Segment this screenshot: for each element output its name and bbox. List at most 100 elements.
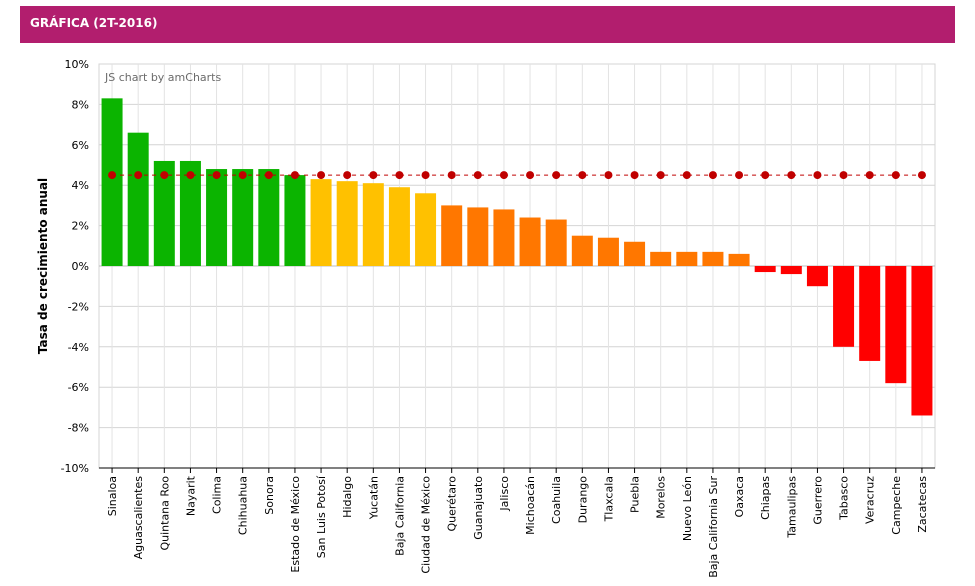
y-tick-label: -8% bbox=[68, 422, 89, 435]
x-tick-label: Yucatán bbox=[367, 476, 380, 520]
x-tick-label: Puebla bbox=[629, 476, 642, 513]
bar bbox=[310, 179, 332, 266]
average-point bbox=[708, 171, 717, 180]
y-tick-label: 2% bbox=[72, 220, 89, 233]
bar bbox=[571, 235, 593, 266]
bar bbox=[780, 266, 802, 275]
bar bbox=[833, 266, 855, 347]
average-point bbox=[238, 171, 247, 180]
y-tick-label: 4% bbox=[72, 179, 89, 192]
bar bbox=[859, 266, 881, 361]
x-tick-label: Nayarit bbox=[184, 475, 197, 516]
average-point bbox=[552, 171, 561, 180]
average-point bbox=[891, 171, 900, 180]
chart-header-title: GRÁFICA (2T-2016) bbox=[30, 16, 158, 30]
y-tick-label: 8% bbox=[72, 98, 89, 111]
x-tick-label: Morelos bbox=[655, 476, 668, 519]
average-point bbox=[290, 171, 299, 180]
average-point bbox=[160, 171, 169, 180]
bar bbox=[597, 237, 619, 266]
average-point bbox=[917, 171, 926, 180]
x-tick-label: Sonora bbox=[263, 476, 276, 515]
average-point bbox=[526, 171, 535, 180]
x-tick-label: Durango bbox=[576, 476, 589, 524]
average-point bbox=[735, 171, 744, 180]
x-tick-label: Tamaulipas bbox=[785, 476, 798, 539]
average-point bbox=[317, 171, 326, 180]
average-point bbox=[787, 171, 796, 180]
average-point bbox=[108, 171, 117, 180]
average-point bbox=[839, 171, 848, 180]
x-tick-label: Chiapas bbox=[759, 476, 772, 520]
average-point bbox=[473, 171, 482, 180]
average-point bbox=[395, 171, 404, 180]
bar bbox=[336, 181, 358, 266]
average-point bbox=[656, 171, 665, 180]
x-tick-label: Aguascalientes bbox=[132, 476, 145, 560]
average-point bbox=[212, 171, 221, 180]
average-point bbox=[682, 171, 691, 180]
x-tick-label: Tlaxcala bbox=[602, 476, 615, 522]
y-tick-label: -4% bbox=[68, 341, 89, 354]
average-point bbox=[134, 171, 143, 180]
bar bbox=[388, 187, 410, 266]
average-point bbox=[630, 171, 639, 180]
bar bbox=[754, 266, 776, 273]
chart-credit[interactable]: JS chart by amCharts bbox=[104, 71, 221, 84]
x-tick-label: Sinaloa bbox=[106, 476, 119, 516]
bar bbox=[624, 241, 646, 266]
average-point bbox=[865, 171, 874, 180]
bar bbox=[258, 169, 280, 266]
bar bbox=[728, 253, 750, 266]
average-point bbox=[499, 171, 508, 180]
x-tick-label: Chihuahua bbox=[237, 476, 250, 535]
y-tick-label: 0% bbox=[72, 260, 89, 273]
bars bbox=[101, 98, 933, 416]
average-line bbox=[108, 171, 926, 180]
x-tick-label: Guerrero bbox=[811, 476, 824, 525]
average-point bbox=[264, 171, 273, 180]
x-tick-label: Zacatecas bbox=[916, 476, 929, 533]
bar bbox=[101, 98, 123, 266]
x-tick-label: Oaxaca bbox=[733, 476, 746, 517]
x-tick-label: San Luis Potosí bbox=[315, 475, 328, 558]
bar bbox=[702, 251, 724, 266]
average-point bbox=[813, 171, 822, 180]
bar bbox=[153, 160, 175, 266]
bar bbox=[911, 266, 933, 416]
x-tick-label: Michoacán bbox=[524, 476, 537, 535]
x-tick-label: Veracruz bbox=[864, 476, 877, 524]
chart-header: GRÁFICA (2T-2016) bbox=[20, 6, 955, 43]
bar bbox=[232, 169, 254, 266]
average-point bbox=[369, 171, 378, 180]
x-tick-label: Quintana Roo bbox=[158, 476, 171, 551]
average-point bbox=[761, 171, 770, 180]
x-tick-label: Campeche bbox=[890, 476, 903, 535]
bar bbox=[284, 175, 306, 266]
bar bbox=[493, 209, 515, 266]
x-tick-label: Baja California Sur bbox=[707, 476, 720, 578]
bar bbox=[467, 207, 489, 266]
bar bbox=[885, 266, 907, 384]
bar bbox=[545, 219, 567, 266]
bar bbox=[519, 217, 541, 266]
y-tick-label: -6% bbox=[68, 381, 89, 394]
x-tick-label: Baja California bbox=[393, 476, 406, 556]
bar bbox=[806, 266, 828, 287]
x-tick-label: Jalisco bbox=[498, 476, 511, 512]
average-point bbox=[343, 171, 352, 180]
x-tick-label: Nuevo León bbox=[681, 476, 694, 541]
average-point bbox=[421, 171, 430, 180]
y-tick-label: 6% bbox=[72, 139, 89, 152]
x-tick-label: Colima bbox=[211, 476, 224, 514]
bar bbox=[127, 132, 149, 266]
axes: 10% 8% 6% 4% 2% 0% -2% -4% -6% -8% -10% Sinaloa Agua… bbox=[61, 58, 935, 578]
x-tick-label: Ciudad de México bbox=[420, 476, 433, 574]
bar bbox=[362, 183, 384, 266]
y-tick-label: -2% bbox=[68, 300, 89, 313]
x-tick-label: Querétaro bbox=[446, 476, 459, 532]
bar bbox=[676, 251, 698, 266]
y-tick-label: -10% bbox=[61, 462, 89, 475]
bar bbox=[179, 160, 201, 266]
